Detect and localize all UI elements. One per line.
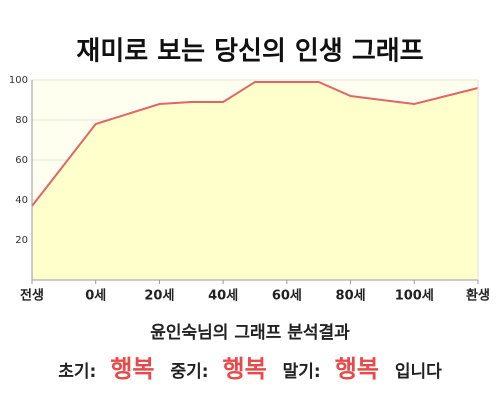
y-tick-label: 60 xyxy=(15,155,28,166)
label: 중기: xyxy=(170,362,209,382)
label: 초기: xyxy=(58,362,97,382)
value: 행복 xyxy=(110,355,155,383)
line xyxy=(31,81,479,207)
y-tick-label: 100 xyxy=(9,75,28,86)
x-tick-label: 80세 xyxy=(336,289,366,304)
analysis-title: 윤인숙님의 그래프 분석결과 xyxy=(150,323,350,343)
chart-title: 재미로 보는 당신의 인생 그래프 xyxy=(76,37,423,67)
x-tick-label: 40세 xyxy=(208,289,238,304)
area xyxy=(32,82,478,280)
suffix: 입니다 xyxy=(394,362,442,382)
chart: 재미로 보는 당신의 인생 그래프 20 40 60 80 100 전생 0세 20세 40세 6… xyxy=(9,37,490,304)
label: 말기: xyxy=(282,362,321,382)
x-tick-label: 100세 xyxy=(395,289,434,304)
value: 행복 xyxy=(222,355,267,383)
x-tick-label: 전생 xyxy=(20,288,44,304)
value: 행복 xyxy=(334,355,379,383)
x-tick-label: 20세 xyxy=(144,289,174,304)
x-tick-label: 환생 xyxy=(466,288,490,304)
x-tick-label: 60세 xyxy=(272,289,302,304)
x-tick-label: 0세 xyxy=(85,289,106,304)
y-tick-label: 20 xyxy=(15,235,28,246)
y-tick-label: 40 xyxy=(15,195,28,206)
analysis-row: 초기: 행복 중기: 행복 말기: 행복 입니다 xyxy=(0,349,500,384)
y-tick-label: 80 xyxy=(15,115,28,126)
analysis: 윤인숙님의 그래프 분석결과 초기: 행복 중기: 행복 말기: 행복 입니다 xyxy=(0,318,500,384)
